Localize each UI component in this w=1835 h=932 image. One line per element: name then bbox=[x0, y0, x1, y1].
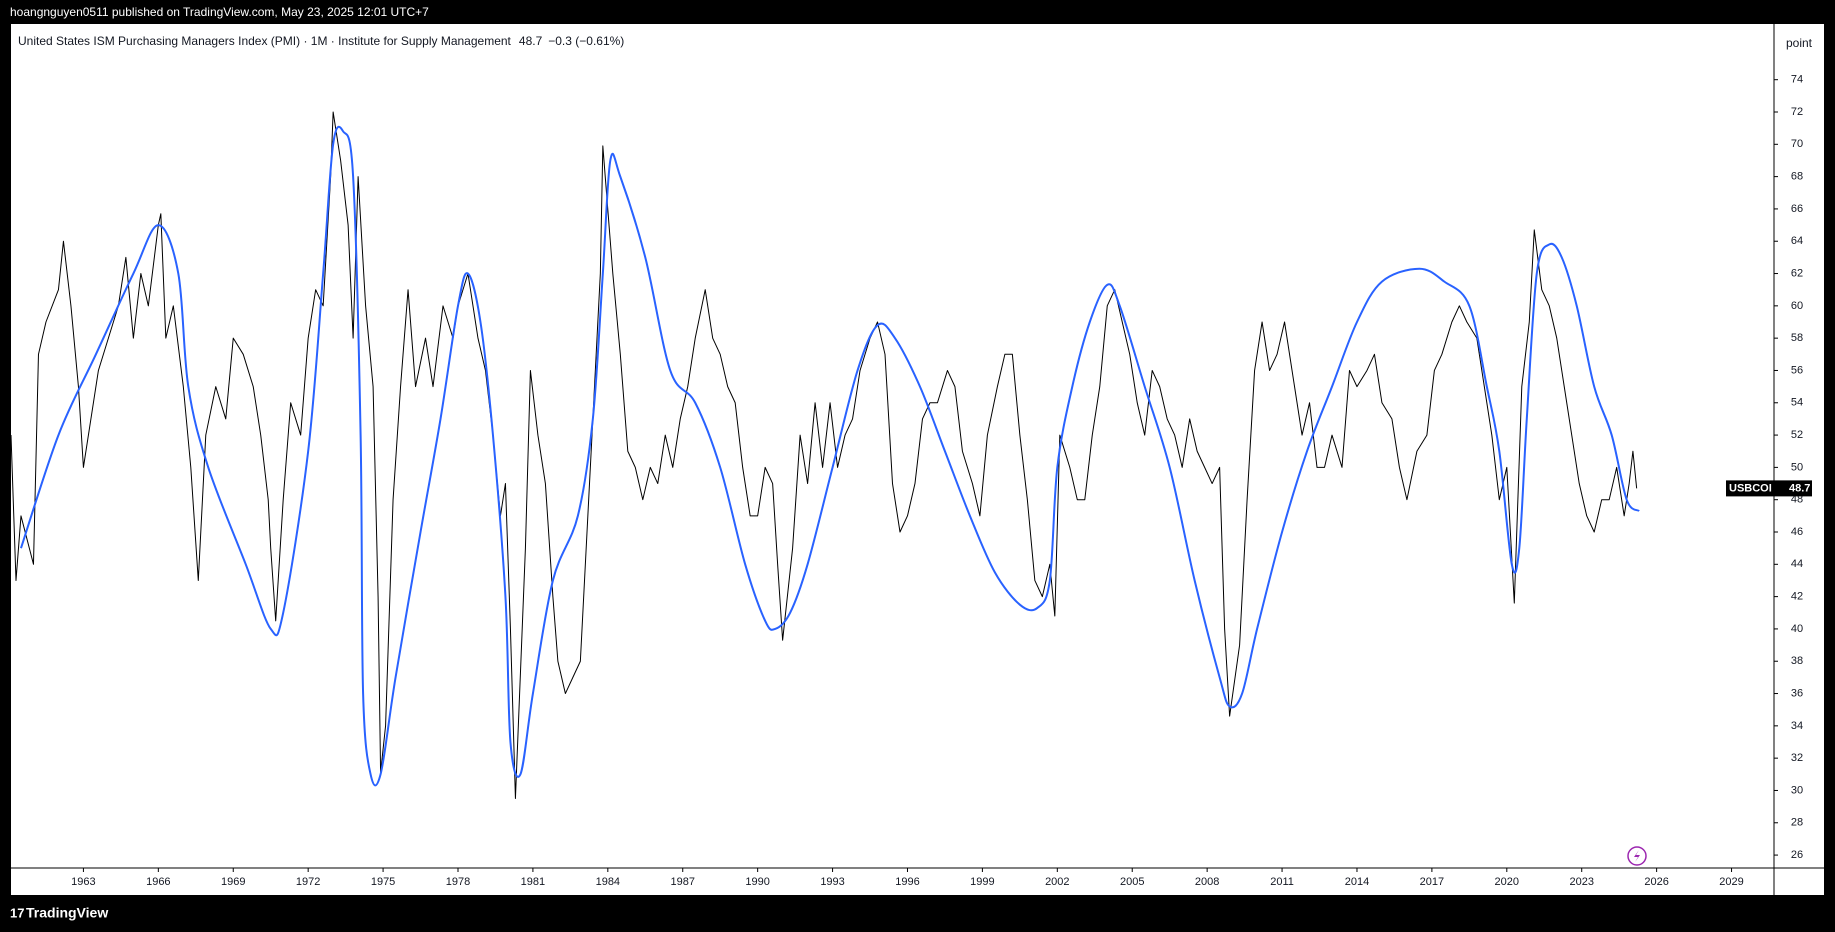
y-tick-label: 70 bbox=[1791, 138, 1803, 150]
y-tick-label: 26 bbox=[1791, 849, 1803, 861]
y-tick-label: 74 bbox=[1791, 74, 1803, 86]
lightning-icon bbox=[1627, 846, 1647, 866]
last-value-badge: 48.7 bbox=[1789, 482, 1810, 494]
brand-logo: 17 bbox=[10, 905, 24, 920]
y-tick-label: 52 bbox=[1791, 429, 1803, 441]
y-tick-label: 72 bbox=[1791, 106, 1803, 118]
smooth-line bbox=[20, 125, 1640, 787]
x-tick-label: 1972 bbox=[296, 876, 320, 888]
y-tick-label: 34 bbox=[1791, 720, 1803, 732]
y-tick-label: 62 bbox=[1791, 267, 1803, 279]
x-tick-label: 2014 bbox=[1345, 876, 1369, 888]
y-tick-label: 66 bbox=[1791, 203, 1803, 215]
x-tick-label: 1978 bbox=[446, 876, 470, 888]
y-tick-label: 44 bbox=[1791, 558, 1803, 570]
y-tick-label: 36 bbox=[1791, 687, 1803, 699]
y-tick-label: 64 bbox=[1791, 235, 1803, 247]
y-tick-label: 38 bbox=[1791, 655, 1803, 667]
unit-label: point bbox=[1786, 36, 1813, 50]
last-value: 48.7 bbox=[519, 34, 543, 48]
x-tick-label: 2017 bbox=[1420, 876, 1444, 888]
brand: TradingView bbox=[26, 905, 108, 921]
y-tick-label: 60 bbox=[1791, 300, 1803, 312]
x-tick-label: 1999 bbox=[970, 876, 994, 888]
x-tick-label: 1975 bbox=[371, 876, 395, 888]
x-tick-label: 2029 bbox=[1719, 876, 1743, 888]
x-tick-label: 1993 bbox=[820, 876, 844, 888]
title-text: United States ISM Purchasing Managers In… bbox=[18, 34, 512, 48]
x-tick-label: 2026 bbox=[1644, 876, 1668, 888]
y-tick-label: 40 bbox=[1791, 623, 1803, 635]
x-tick-label: 2020 bbox=[1495, 876, 1519, 888]
x-tick-label: 1981 bbox=[521, 876, 545, 888]
y-tick-label: 46 bbox=[1791, 526, 1803, 538]
y-tick-label: 58 bbox=[1791, 332, 1803, 344]
x-tick-label: 1984 bbox=[596, 876, 620, 888]
x-tick-label: 1963 bbox=[71, 876, 95, 888]
x-tick-label: 2008 bbox=[1195, 876, 1219, 888]
y-tick-label: 30 bbox=[1791, 784, 1803, 796]
x-tick-label: 2011 bbox=[1270, 876, 1294, 888]
x-tick-label: 1969 bbox=[221, 876, 245, 888]
change: −0.3 (−0.61%) bbox=[548, 34, 624, 48]
y-tick-label: 68 bbox=[1791, 171, 1803, 183]
y-tick-label: 42 bbox=[1791, 591, 1803, 603]
y-tick-label: 48 bbox=[1791, 494, 1803, 506]
pmi-line bbox=[10, 111, 1638, 800]
x-tick-label: 1996 bbox=[895, 876, 919, 888]
x-tick-label: 1987 bbox=[670, 876, 694, 888]
y-tick-label: 54 bbox=[1791, 397, 1803, 409]
y-tick-label: 56 bbox=[1791, 364, 1803, 376]
publisher: hoangnguyen0511 published on TradingView… bbox=[10, 5, 429, 19]
y-tick-label: 28 bbox=[1791, 817, 1803, 829]
chart-title: United States ISM Purchasing Managers In… bbox=[18, 34, 624, 48]
x-tick-label: 1966 bbox=[146, 876, 170, 888]
x-tick-label: 2002 bbox=[1045, 876, 1069, 888]
series-name: USBCOI bbox=[1729, 482, 1772, 494]
x-tick-label: 1990 bbox=[745, 876, 769, 888]
y-tick-label: 50 bbox=[1791, 461, 1803, 473]
y-tick-label: 32 bbox=[1791, 752, 1803, 764]
x-tick-label: 2005 bbox=[1120, 876, 1144, 888]
badge-bg bbox=[1726, 480, 1812, 497]
x-tick-label: 2023 bbox=[1569, 876, 1593, 888]
